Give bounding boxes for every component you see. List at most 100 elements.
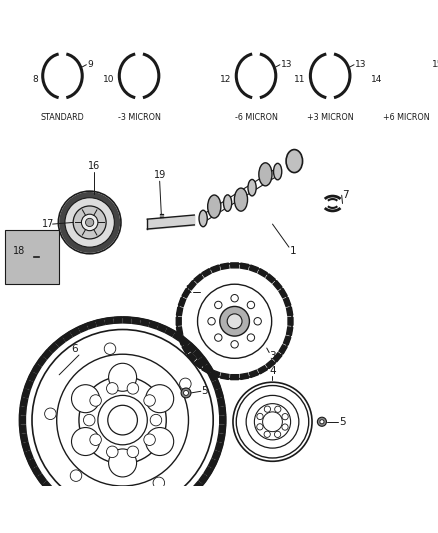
- Circle shape: [90, 395, 101, 406]
- Text: +6 MICRON: +6 MICRON: [383, 113, 430, 122]
- Polygon shape: [55, 494, 65, 503]
- Text: 4: 4: [269, 366, 276, 376]
- Circle shape: [282, 424, 288, 430]
- Circle shape: [257, 413, 263, 419]
- Circle shape: [215, 334, 222, 341]
- Circle shape: [247, 301, 254, 309]
- Circle shape: [90, 434, 101, 446]
- Polygon shape: [283, 336, 291, 345]
- Polygon shape: [78, 324, 88, 332]
- Circle shape: [106, 383, 118, 394]
- Circle shape: [108, 405, 138, 435]
- Ellipse shape: [199, 210, 207, 227]
- Polygon shape: [208, 459, 217, 469]
- Polygon shape: [212, 380, 220, 390]
- Polygon shape: [132, 516, 140, 522]
- Ellipse shape: [248, 180, 256, 196]
- Polygon shape: [211, 370, 220, 377]
- Polygon shape: [187, 353, 196, 362]
- Polygon shape: [63, 332, 72, 341]
- Circle shape: [146, 385, 174, 413]
- Polygon shape: [55, 337, 65, 346]
- Polygon shape: [220, 373, 229, 379]
- Polygon shape: [286, 307, 293, 316]
- Polygon shape: [176, 317, 181, 325]
- Polygon shape: [220, 416, 226, 424]
- Circle shape: [231, 295, 238, 302]
- Polygon shape: [266, 274, 275, 283]
- Circle shape: [215, 301, 222, 309]
- Polygon shape: [123, 317, 131, 323]
- Polygon shape: [208, 372, 217, 381]
- Polygon shape: [63, 499, 72, 508]
- Polygon shape: [96, 514, 105, 521]
- Polygon shape: [182, 288, 190, 298]
- Polygon shape: [177, 307, 183, 316]
- Polygon shape: [258, 366, 267, 374]
- Polygon shape: [141, 319, 149, 326]
- Polygon shape: [32, 467, 41, 477]
- Polygon shape: [204, 364, 213, 374]
- Text: +3 MICRON: +3 MICRON: [307, 113, 353, 122]
- Polygon shape: [180, 494, 190, 503]
- Polygon shape: [219, 407, 226, 415]
- Text: 1: 1: [290, 246, 297, 256]
- Polygon shape: [21, 434, 28, 442]
- Polygon shape: [149, 321, 158, 329]
- Polygon shape: [22, 442, 30, 451]
- Text: 11: 11: [294, 75, 305, 84]
- Text: 13: 13: [355, 60, 366, 69]
- Text: 7: 7: [342, 190, 348, 200]
- Polygon shape: [211, 265, 220, 272]
- Polygon shape: [42, 350, 52, 359]
- Circle shape: [45, 408, 56, 419]
- Polygon shape: [21, 398, 28, 407]
- Polygon shape: [279, 345, 287, 354]
- Polygon shape: [180, 337, 190, 346]
- Polygon shape: [37, 474, 46, 484]
- Polygon shape: [149, 511, 158, 519]
- Circle shape: [104, 343, 116, 354]
- Polygon shape: [240, 373, 249, 379]
- Circle shape: [184, 391, 188, 395]
- Polygon shape: [218, 434, 225, 442]
- Polygon shape: [157, 324, 167, 332]
- Text: 6: 6: [71, 344, 78, 354]
- Polygon shape: [230, 375, 239, 379]
- Polygon shape: [266, 360, 275, 369]
- Text: 9: 9: [87, 60, 93, 69]
- Circle shape: [180, 378, 191, 390]
- Polygon shape: [71, 328, 80, 336]
- Polygon shape: [42, 481, 52, 491]
- Polygon shape: [204, 467, 213, 477]
- Circle shape: [220, 306, 249, 336]
- Text: 5: 5: [201, 386, 208, 396]
- Polygon shape: [28, 372, 37, 381]
- Text: 2: 2: [185, 285, 192, 295]
- Polygon shape: [286, 327, 293, 335]
- Circle shape: [264, 406, 271, 413]
- Polygon shape: [114, 317, 122, 323]
- Polygon shape: [25, 451, 33, 460]
- Polygon shape: [49, 488, 58, 497]
- Ellipse shape: [286, 150, 303, 173]
- Polygon shape: [49, 343, 58, 352]
- Polygon shape: [199, 474, 208, 484]
- FancyBboxPatch shape: [5, 230, 59, 284]
- Circle shape: [146, 427, 174, 456]
- Polygon shape: [212, 451, 220, 460]
- Polygon shape: [218, 398, 225, 407]
- Polygon shape: [215, 389, 223, 398]
- Circle shape: [275, 431, 281, 438]
- Polygon shape: [37, 357, 46, 366]
- Ellipse shape: [259, 163, 272, 186]
- Polygon shape: [165, 504, 175, 513]
- Polygon shape: [178, 297, 186, 306]
- Circle shape: [127, 383, 139, 394]
- Polygon shape: [258, 269, 267, 277]
- Text: 5: 5: [339, 417, 346, 427]
- Text: -3 MICRON: -3 MICRON: [118, 113, 160, 122]
- Ellipse shape: [234, 188, 247, 211]
- Circle shape: [150, 414, 162, 426]
- Circle shape: [318, 417, 326, 426]
